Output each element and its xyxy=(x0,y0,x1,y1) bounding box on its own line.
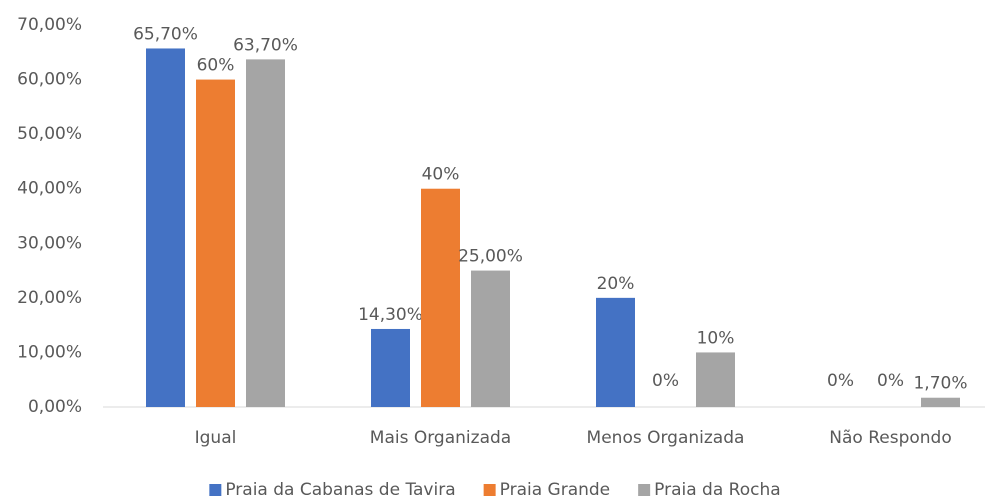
y-tick-label: 60,00% xyxy=(17,70,82,90)
data-label: 20% xyxy=(597,274,635,294)
data-label: 25,00% xyxy=(458,247,523,267)
legend-label: Praia da Rocha xyxy=(654,480,781,500)
legend-swatch xyxy=(209,484,222,496)
data-label: 0% xyxy=(877,371,904,391)
legend-label: Praia Grande xyxy=(500,480,611,500)
x-tick-label: Menos Organizada xyxy=(587,428,745,448)
data-label: 14,30% xyxy=(358,305,423,325)
legend-label: Praia da Cabanas de Tavira xyxy=(225,480,455,500)
y-tick-label: 70,00% xyxy=(17,15,82,35)
data-label: 63,70% xyxy=(233,35,298,55)
x-tick-label: Não Respondo xyxy=(829,428,951,448)
data-label: 0% xyxy=(652,371,679,391)
bar xyxy=(246,59,285,407)
bar xyxy=(596,297,635,407)
data-label: 65,70% xyxy=(133,24,198,44)
y-tick-label: 30,00% xyxy=(17,233,82,253)
bar xyxy=(696,352,735,407)
y-tick-label: 10,00% xyxy=(17,342,82,362)
bar xyxy=(146,48,185,408)
y-tick-label: 0,00% xyxy=(28,397,82,417)
bar xyxy=(421,188,460,407)
data-label: 1,70% xyxy=(913,374,967,394)
x-tick-label: Mais Organizada xyxy=(370,428,511,448)
bar xyxy=(371,328,410,407)
y-tick-label: 50,00% xyxy=(17,124,82,144)
data-label: 40% xyxy=(422,165,460,185)
bar xyxy=(196,79,235,408)
data-label: 60% xyxy=(197,56,235,76)
y-tick-label: 20,00% xyxy=(17,288,82,308)
legend-swatch xyxy=(483,484,496,496)
x-tick-label: Igual xyxy=(195,428,237,448)
bar xyxy=(471,270,510,407)
bar xyxy=(921,397,960,407)
data-label: 10% xyxy=(697,328,735,348)
data-label: 0% xyxy=(827,371,854,391)
legend-swatch xyxy=(638,484,651,496)
y-tick-label: 40,00% xyxy=(17,179,82,199)
